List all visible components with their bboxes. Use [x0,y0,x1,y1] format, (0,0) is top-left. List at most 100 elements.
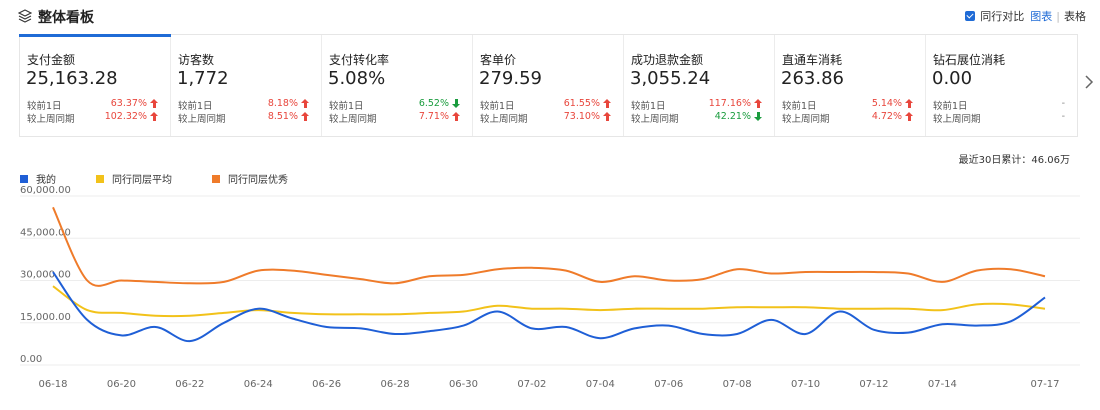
percent-text: - [1061,98,1065,109]
percent-text: 7.71% [418,111,449,122]
legend-swatch [212,174,220,183]
layers-icon [18,9,32,23]
day-compare-label: 较前1日 [782,101,817,112]
percent-text: 5.14% [871,98,902,109]
day-compare-value: 8.18% [268,98,309,109]
week-compare-label: 较上周同期 [329,114,377,125]
legend-swatch [20,174,28,183]
x-tick-label: 07-12 [859,379,888,390]
week-compare-value: 102.32% [105,111,158,122]
compare-checkbox[interactable] [965,11,976,21]
day-compare-label: 较前1日 [480,101,515,112]
panel-header: 整体看板 同行对比 图表 | 表格 [0,0,1100,33]
x-tick-label: 07-06 [654,379,683,390]
view-separator: | [1056,9,1060,23]
metric-value: 0.00 [932,68,973,89]
arrow-up-icon [301,112,309,121]
x-tick-label: 06-26 [312,379,341,390]
week-compare-value: 7.71% [419,111,460,122]
week-compare-label: 较上周同期 [631,114,679,125]
metric-card[interactable]: 支付转化率 5.08% 较前1日 6.52% 较上周同期 7.71% [322,35,473,136]
week-compare-value: 4.72% [872,111,913,122]
x-tick-label: 06-28 [381,379,410,390]
view-table-link[interactable]: 表格 [1064,10,1086,23]
day-compare-value: 6.52% [419,98,460,109]
metric-name: 直通车消耗 [782,53,843,67]
header-controls: 同行对比 图表 | 表格 [965,8,1086,24]
arrow-up-icon [150,112,158,121]
view-chart-link[interactable]: 图表 [1030,10,1053,23]
metric-card[interactable]: 客单价 279.59 较前1日 61.55% 较上周同期 73.10% [473,35,624,136]
metric-name: 支付转化率 [329,53,390,67]
day-compare-label: 较前1日 [329,101,364,112]
metric-name: 成功退款金额 [631,53,704,67]
legend-label: 同行同层优秀 [228,175,288,186]
chart-legend: 我的 同行同层平均 同行同层优秀 [20,171,328,186]
y-tick-label: 15,000.00 [20,312,71,323]
metric-name: 客单价 [480,53,517,67]
x-tick-label: 06-20 [107,379,136,390]
x-tick-label: 07-14 [928,379,957,390]
day-compare-label: 较前1日 [27,101,62,112]
percent-text: 73.10% [563,111,600,122]
percent-text: 117.16% [708,98,751,109]
percent-text: 8.18% [267,98,298,109]
metric-name: 支付金额 [27,53,76,67]
series-line-mine [52,271,1046,343]
percent-text: 42.21% [714,111,751,122]
week-compare-value: 42.21% [715,111,762,122]
day-compare-label: 较前1日 [178,101,213,112]
x-tick-label: 07-08 [723,379,752,390]
arrow-up-icon [905,112,913,121]
legend-item-mine[interactable]: 我的 [20,171,56,186]
percent-text: - [1061,111,1065,122]
legend-item-top[interactable]: 同行同层优秀 [212,171,288,186]
y-tick-label: 60,000.00 [20,185,71,196]
week-compare-label: 较上周同期 [480,114,528,125]
metric-value: 25,163.28 [26,68,118,89]
metric-card[interactable]: 直通车消耗 263.86 较前1日 5.14% 较上周同期 4.72% [775,35,926,136]
x-tick-label: 07-04 [586,379,615,390]
legend-label: 同行同层平均 [112,175,172,186]
week-compare-label: 较上周同期 [178,114,226,125]
legend-item-avg[interactable]: 同行同层平均 [96,171,172,186]
arrow-up-icon [754,99,762,108]
week-compare-value: 8.51% [268,111,309,122]
day-compare-label: 较前1日 [933,101,968,112]
percent-text: 4.72% [871,111,902,122]
legend-swatch [96,174,104,183]
percent-text: 6.52% [418,98,449,109]
metric-value: 263.86 [781,68,844,89]
week-compare-label: 较上周同期 [27,114,75,125]
legend-label: 我的 [36,175,56,186]
trend-chart: 60,000.00 45,000.00 30,000.00 15,000.00 0.00… [0,180,1100,405]
series-line-avg [52,285,1046,318]
percent-text: 63.37% [110,98,147,109]
day-compare-value: 5.14% [872,98,913,109]
week-compare-value: - [1062,111,1065,122]
arrow-up-icon [603,99,611,108]
metric-card[interactable]: 访客数 1,772 较前1日 8.18% 较上周同期 8.51% [171,35,322,136]
compare-label[interactable]: 同行对比 [980,10,1025,23]
arrow-up-icon [150,99,158,108]
x-tick-label: 07-17 [1030,379,1059,390]
arrow-up-icon [452,112,460,121]
series-line-top [52,206,1046,287]
day-compare-label: 较前1日 [631,101,666,112]
metric-value: 1,772 [177,68,229,89]
percent-text: 61.55% [563,98,600,109]
chevron-right-icon[interactable] [1082,72,1096,92]
x-tick-label: 06-18 [38,379,67,390]
week-compare-value: 73.10% [564,111,611,122]
trend-chart-svg: 60,000.00 45,000.00 30,000.00 15,000.00 0.00… [20,185,1080,390]
week-compare-label: 较上周同期 [933,114,981,125]
metric-card[interactable]: 支付金额 25,163.28 较前1日 63.37% 较上周同期 102.32% [19,34,171,136]
x-tick-label: 06-30 [449,379,478,390]
percent-text: 8.51% [267,111,298,122]
metric-card[interactable]: 钻石展位消耗 0.00 较前1日 - 较上周同期 - [926,35,1077,136]
metric-card[interactable]: 成功退款金额 3,055.24 较前1日 117.16% 较上周同期 42.21% [624,35,775,136]
cumulative-summary: 最近30日累计：46.06万 [958,155,1070,166]
metric-name: 钻石展位消耗 [933,53,1006,67]
day-compare-value: 117.16% [709,98,762,109]
day-compare-value: - [1062,98,1065,109]
